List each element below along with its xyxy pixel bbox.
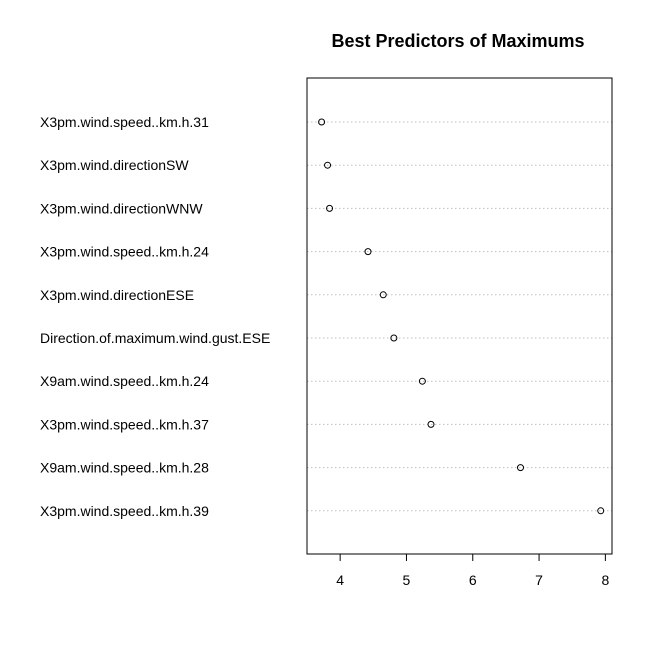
category-label: X3pm.wind.directionESE <box>40 287 194 303</box>
data-point <box>324 161 332 169</box>
data-point <box>364 248 372 256</box>
data-point <box>390 334 398 342</box>
data-point <box>517 464 524 472</box>
category-label: X3pm.wind.speed..km.h.31 <box>40 114 209 130</box>
category-labels: X3pm.wind.speed..km.h.31 X3pm.wind.direct… <box>40 114 270 519</box>
category-label: X3pm.wind.speed..km.h.37 <box>40 416 209 432</box>
x-tick-label: 4 <box>336 572 344 588</box>
category-label: X9am.wind.speed..km.h.28 <box>40 460 209 476</box>
category-label: X3pm.wind.speed..km.h.24 <box>40 244 209 260</box>
data-point <box>379 291 387 299</box>
plot-box <box>306 77 613 555</box>
chart-title: Best Predictors of Maximums <box>331 31 584 51</box>
data-point <box>326 204 334 212</box>
x-tick-label: 6 <box>469 572 477 588</box>
data-point <box>318 118 326 126</box>
data-point <box>427 420 435 428</box>
guide-lines <box>307 121 612 512</box>
x-tick-label: 8 <box>601 572 609 588</box>
x-tick-label: 7 <box>535 572 543 588</box>
category-label: X3pm.wind.directionSW <box>40 157 189 173</box>
category-label: Direction.of.maximum.wind.gust.ESE <box>40 330 270 346</box>
data-points <box>318 118 605 515</box>
x-axis: 4 5 6 7 8 <box>336 553 609 588</box>
category-label: X3pm.wind.directionWNW <box>40 200 203 216</box>
data-point <box>418 377 426 385</box>
x-tick-label: 5 <box>403 572 411 588</box>
category-label: X3pm.wind.speed..km.h.39 <box>40 503 209 519</box>
data-point <box>597 507 605 515</box>
category-label: X9am.wind.speed..km.h.24 <box>40 373 209 389</box>
